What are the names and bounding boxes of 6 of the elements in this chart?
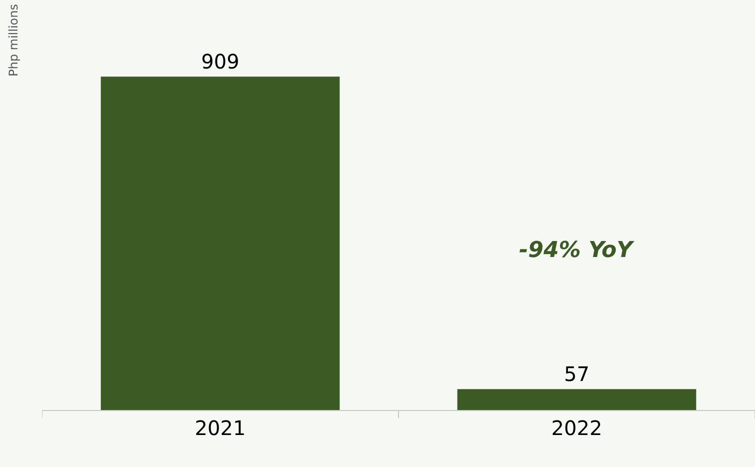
x-tick-label: 2021 bbox=[194, 416, 246, 440]
y-axis-title: Php millions bbox=[6, 4, 20, 76]
x-tick-label: 2022 bbox=[551, 416, 602, 440]
annotation: -94% YoY bbox=[519, 238, 635, 263]
data-label: 57 bbox=[564, 362, 590, 386]
data-label: 909 bbox=[201, 50, 240, 74]
